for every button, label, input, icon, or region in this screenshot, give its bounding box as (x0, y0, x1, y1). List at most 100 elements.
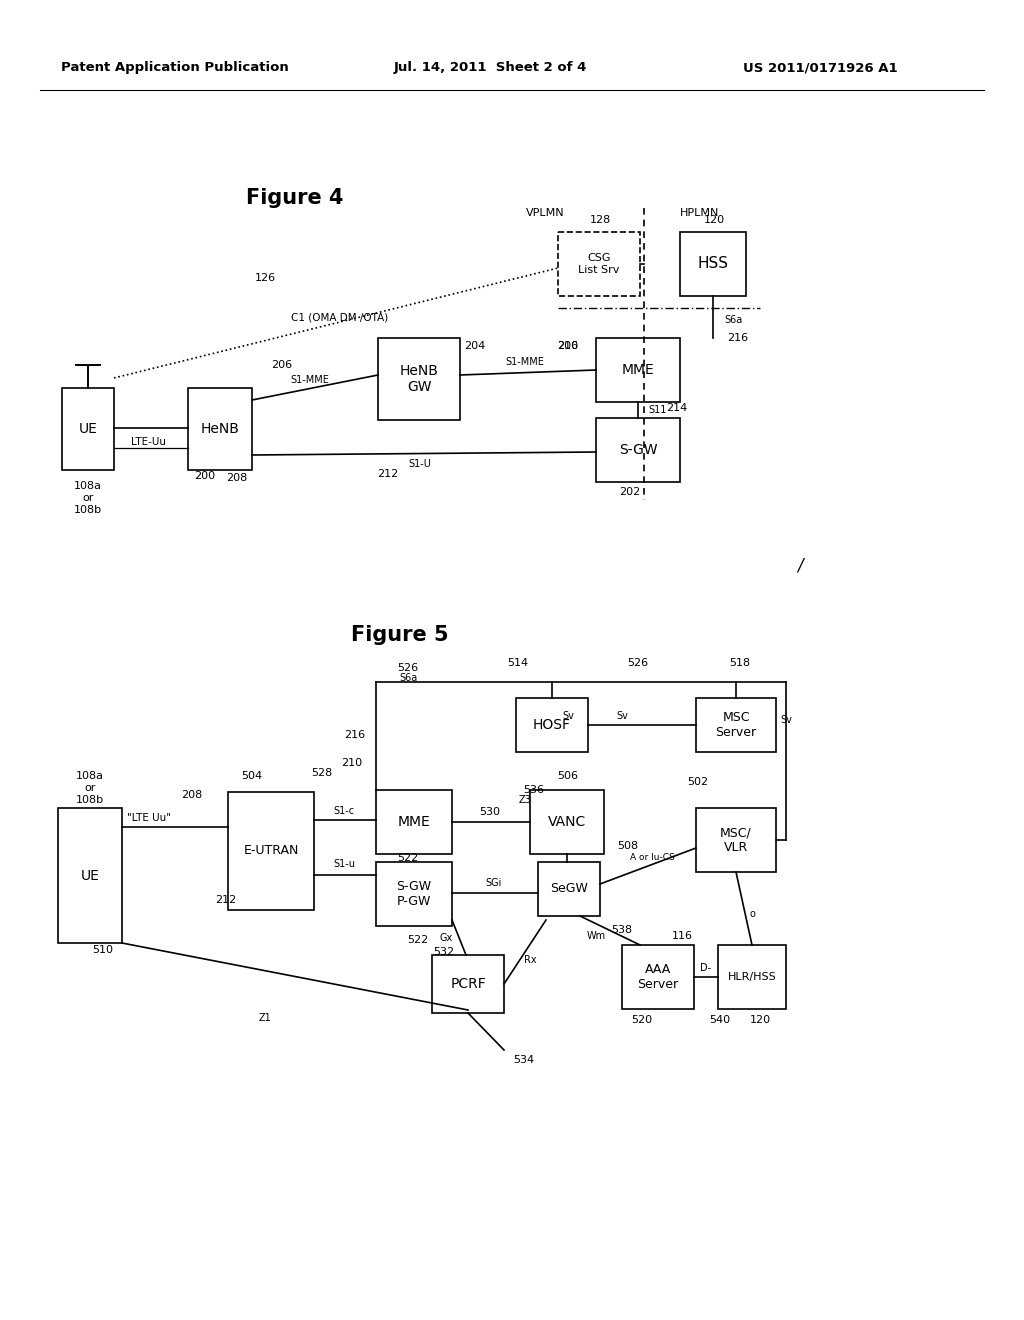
Text: 502: 502 (687, 777, 709, 787)
Text: 520: 520 (632, 1015, 652, 1026)
Text: 212: 212 (378, 469, 398, 479)
Text: 206: 206 (271, 360, 293, 370)
Text: 536: 536 (523, 785, 545, 795)
Text: 518: 518 (729, 657, 751, 668)
Text: 126: 126 (254, 273, 275, 282)
Text: S1-c: S1-c (334, 807, 354, 816)
Text: PCRF: PCRF (451, 977, 485, 991)
Bar (376, 862, 452, 927)
Bar (378, 338, 460, 420)
Bar (432, 954, 504, 1012)
Text: Z3: Z3 (518, 795, 531, 805)
Text: 214: 214 (666, 403, 687, 413)
Text: S1-MME: S1-MME (506, 356, 545, 367)
Text: 522: 522 (396, 853, 418, 863)
Text: MSC/
VLR: MSC/ VLR (720, 826, 752, 854)
Bar (188, 388, 252, 470)
Text: Sv: Sv (616, 711, 628, 721)
Text: 116: 116 (672, 931, 692, 941)
Text: 216: 216 (344, 730, 365, 741)
Text: Z1: Z1 (259, 1012, 271, 1023)
Text: D-: D- (700, 964, 712, 973)
Text: 208: 208 (181, 789, 203, 800)
Text: S1-MME: S1-MME (291, 375, 330, 385)
Text: HeNB
GW: HeNB GW (399, 364, 438, 395)
Text: MSC
Server: MSC Server (716, 711, 757, 739)
Text: 522: 522 (408, 935, 429, 945)
Text: 206: 206 (557, 341, 579, 351)
Bar (558, 232, 640, 296)
Text: Gx: Gx (439, 933, 453, 942)
Bar (62, 388, 114, 470)
Text: 540: 540 (710, 1015, 730, 1026)
Text: 120: 120 (750, 1015, 771, 1026)
Text: Figure 4: Figure 4 (246, 187, 344, 209)
Text: 506: 506 (557, 771, 579, 781)
Text: CSG
List Srv: CSG List Srv (579, 253, 620, 275)
Text: 108a
or
108b: 108a or 108b (74, 482, 102, 515)
Text: 530: 530 (479, 807, 501, 817)
Text: A or Iu-CS: A or Iu-CS (630, 854, 675, 862)
Bar (530, 789, 604, 854)
Bar (596, 338, 680, 403)
Text: 202: 202 (620, 487, 641, 498)
Text: 210: 210 (341, 758, 362, 768)
Bar (376, 789, 452, 854)
Text: UE: UE (79, 422, 97, 436)
Text: 528: 528 (311, 768, 333, 777)
Text: 208: 208 (226, 473, 248, 483)
Text: SeGW: SeGW (550, 883, 588, 895)
Text: MME: MME (622, 363, 654, 378)
Text: E-UTRAN: E-UTRAN (244, 845, 299, 858)
Text: Sv: Sv (780, 715, 792, 725)
Text: Rx: Rx (523, 954, 537, 965)
Bar (596, 418, 680, 482)
Text: HLR/HSS: HLR/HSS (728, 972, 776, 982)
Text: S1-u: S1-u (333, 859, 355, 869)
Text: 216: 216 (727, 333, 749, 343)
Text: HeNB: HeNB (201, 422, 240, 436)
Text: Wm: Wm (587, 931, 605, 941)
Text: /: / (798, 556, 803, 574)
Text: 526: 526 (628, 657, 648, 668)
Text: S-GW: S-GW (618, 444, 657, 457)
Text: Patent Application Publication: Patent Application Publication (61, 62, 289, 74)
Text: HOSF: HOSF (534, 718, 571, 733)
Bar (718, 945, 786, 1008)
Text: Figure 5: Figure 5 (351, 624, 449, 645)
Text: 504: 504 (242, 771, 262, 781)
Text: Jul. 14, 2011  Sheet 2 of 4: Jul. 14, 2011 Sheet 2 of 4 (393, 62, 587, 74)
Text: 210: 210 (557, 341, 579, 351)
Text: 128: 128 (590, 215, 610, 224)
Text: 108a
or
108b: 108a or 108b (76, 771, 104, 805)
Text: 200: 200 (194, 471, 215, 480)
Bar (696, 698, 776, 752)
Text: AAA
Server: AAA Server (637, 964, 679, 991)
Text: Sv: Sv (562, 711, 573, 721)
Text: US 2011/0171926 A1: US 2011/0171926 A1 (742, 62, 897, 74)
Bar (680, 232, 746, 296)
Bar (58, 808, 122, 942)
Bar (538, 862, 600, 916)
Text: UE: UE (81, 869, 99, 883)
Text: 120: 120 (703, 215, 725, 224)
Text: HPLMN: HPLMN (680, 209, 720, 218)
Text: MME: MME (397, 814, 430, 829)
Text: 508: 508 (617, 841, 639, 851)
Text: 532: 532 (433, 946, 455, 957)
Text: 526: 526 (397, 663, 419, 673)
Text: 514: 514 (508, 657, 528, 668)
Bar (696, 808, 776, 873)
Text: 510: 510 (92, 945, 114, 954)
Text: SGi: SGi (485, 878, 502, 888)
Text: S-GW
P-GW: S-GW P-GW (396, 880, 431, 908)
Text: S6a: S6a (724, 315, 742, 325)
Text: o: o (750, 909, 755, 919)
Text: S1-U: S1-U (409, 459, 431, 469)
Bar (228, 792, 314, 909)
Text: HSS: HSS (697, 256, 728, 272)
Bar (516, 698, 588, 752)
Text: VPLMN: VPLMN (525, 209, 564, 218)
Text: 538: 538 (611, 925, 633, 935)
Text: "LTE Uu": "LTE Uu" (127, 813, 171, 822)
